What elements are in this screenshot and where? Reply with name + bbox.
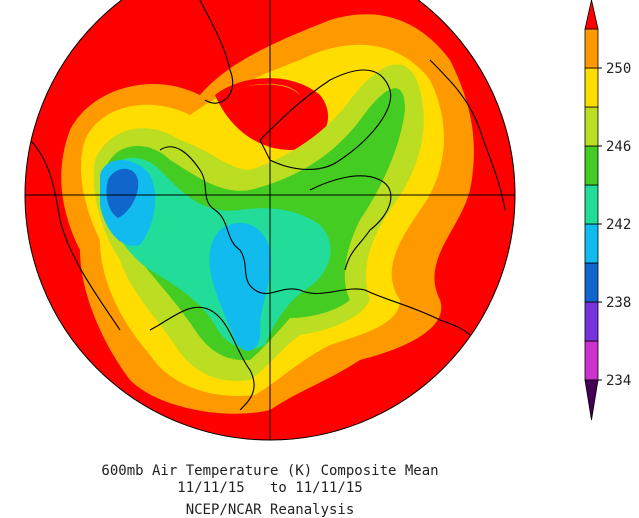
source: NCEP/NCAR Reanalysis xyxy=(186,502,355,518)
colorbar-box xyxy=(584,67,599,108)
colorbar-box xyxy=(584,262,599,303)
map-border xyxy=(24,0,516,441)
colorbar-box xyxy=(584,340,599,381)
colorbar-tick-label: 238 xyxy=(606,295,631,311)
colorbar-tick-label: 242 xyxy=(606,217,631,233)
colorbar-box xyxy=(584,145,599,186)
colorbar-tick-label: 246 xyxy=(606,139,631,155)
colorbar-over xyxy=(584,0,599,30)
colorbar-tick-label: 250 xyxy=(606,61,631,77)
colorbar-tick-label: 234 xyxy=(606,373,631,389)
colorbar-box xyxy=(584,223,599,264)
colorbar-box xyxy=(584,301,599,342)
colorbar-box xyxy=(584,106,599,147)
title: 600mb Air Temperature (K) Composite Mean xyxy=(101,463,438,479)
colorbar-under xyxy=(584,379,599,421)
colorbar-box xyxy=(584,28,599,69)
colorbar: 234 238 242 246 250 xyxy=(584,0,631,421)
date-range: 11/11/15 to 11/11/15 xyxy=(177,480,362,496)
colorbar-box xyxy=(584,184,599,225)
